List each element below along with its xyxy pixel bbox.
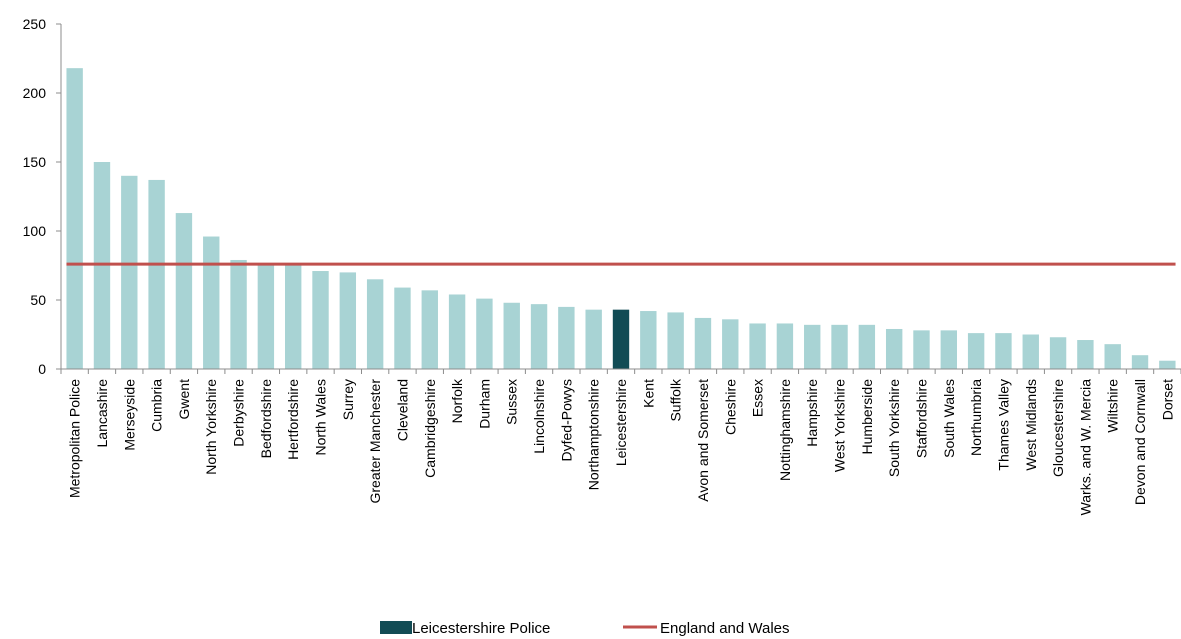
bar <box>749 323 766 369</box>
bar <box>366 279 384 369</box>
x-category-label: Durham <box>476 379 492 429</box>
bar <box>448 294 466 369</box>
x-category-label: Devon and Cornwall <box>1132 379 1148 505</box>
legend-label-line: England and Wales <box>660 620 790 637</box>
bar <box>285 265 302 369</box>
x-category-label: Nottinghamshire <box>777 379 793 481</box>
x-category-label: Norfolk <box>449 378 465 423</box>
x-category-label: West Yorkshire <box>832 379 848 472</box>
legend-label-highlight: Leicestershire Police <box>412 620 550 637</box>
bar <box>804 324 821 369</box>
bar <box>1077 340 1094 369</box>
bar <box>394 287 411 369</box>
x-category-label: Hertfordshire <box>285 379 301 460</box>
bar <box>1022 334 1039 369</box>
x-category-label: Dorset <box>1159 379 1175 420</box>
x-category-label: Lancashire <box>94 379 110 448</box>
bar <box>203 236 220 369</box>
bar <box>776 323 794 369</box>
x-category-label: Gwent <box>176 379 192 420</box>
x-axis: Metropolitan Police Lancashire Merseyside C… <box>60 368 1181 516</box>
x-category-label: Cleveland <box>394 379 410 441</box>
bar <box>503 302 520 369</box>
bar <box>312 271 329 369</box>
bar <box>148 179 165 369</box>
x-category-label: Cambridgeshire <box>422 379 438 478</box>
bar <box>339 272 357 369</box>
bar <box>694 317 712 369</box>
bar <box>940 330 957 369</box>
x-category-label: Staffordshire <box>913 379 929 458</box>
y-tick-label: 100 <box>23 223 47 239</box>
bar <box>722 319 739 369</box>
bar <box>885 328 903 369</box>
bar <box>175 213 193 369</box>
x-category-label: Humberside <box>859 379 875 455</box>
x-category-label: Dyfed-Powys <box>558 379 574 461</box>
x-category-label: Northamptonshire <box>586 379 602 490</box>
x-category-label: Lincolnshire <box>531 379 547 454</box>
bar <box>1159 360 1176 369</box>
x-category-label: Essex <box>750 379 766 417</box>
y-tick-label: 0 <box>38 361 46 377</box>
x-category-label: Gloucestershire <box>1050 379 1066 477</box>
x-category-label: West Midlands <box>1023 379 1039 471</box>
bar <box>640 311 657 369</box>
x-category-label: Thames Valley <box>995 379 1011 471</box>
x-category-label: South Yorkshire <box>886 379 902 477</box>
bars <box>66 68 1176 369</box>
x-category-label: Cheshire <box>722 379 738 435</box>
bar <box>121 175 138 369</box>
x-category-label: Northumbria <box>968 379 984 456</box>
x-category-label: Bedfordshire <box>258 379 274 459</box>
x-category-label: Warks. and W. Mercia <box>1077 379 1093 516</box>
x-category-label: Derbyshire <box>231 379 247 447</box>
x-category-label: Surrey <box>340 379 356 420</box>
legend: Leicestershire Police England and Wales <box>380 620 790 637</box>
bar <box>1104 344 1121 369</box>
bar <box>667 312 684 369</box>
x-category-label: Sussex <box>504 379 520 425</box>
legend-swatch-highlight <box>380 621 412 634</box>
bar <box>967 333 985 369</box>
bar-highlighted <box>612 309 630 369</box>
y-tick-label: 150 <box>23 154 47 170</box>
bar <box>1131 355 1149 369</box>
x-category-label: Wiltshire <box>1105 379 1121 433</box>
x-category-label: South Wales <box>941 379 957 458</box>
bar <box>257 264 275 369</box>
x-category-label: Leicestershire <box>613 379 629 466</box>
bar <box>913 330 930 369</box>
bar <box>585 309 602 369</box>
bar <box>831 324 848 369</box>
bar <box>558 306 575 369</box>
x-category-label: Avon and Somerset <box>695 379 711 502</box>
x-category-label: Greater Manchester <box>367 379 383 504</box>
y-tick-label: 200 <box>23 85 47 101</box>
x-category-label: Suffolk <box>668 378 684 422</box>
bar <box>421 290 438 369</box>
x-category-label: North Wales <box>313 379 329 456</box>
bar <box>858 324 876 369</box>
x-category-label: Cumbria <box>149 379 165 432</box>
x-category-label: Metropolitan Police <box>67 379 83 498</box>
y-tick-label: 250 <box>23 16 47 32</box>
bar <box>230 259 247 369</box>
x-category-label: Hampshire <box>804 379 820 447</box>
x-category-label: Merseyside <box>121 379 137 451</box>
y-axis: 0 50 100 150 200 250 <box>23 16 62 377</box>
bar <box>995 333 1012 369</box>
bar <box>66 68 83 369</box>
bar <box>530 304 548 369</box>
x-category-label: Kent <box>640 379 656 408</box>
bar <box>476 298 493 369</box>
x-category-label: North Yorkshire <box>203 379 219 475</box>
y-tick-label: 50 <box>30 292 46 308</box>
bar <box>1049 337 1067 369</box>
